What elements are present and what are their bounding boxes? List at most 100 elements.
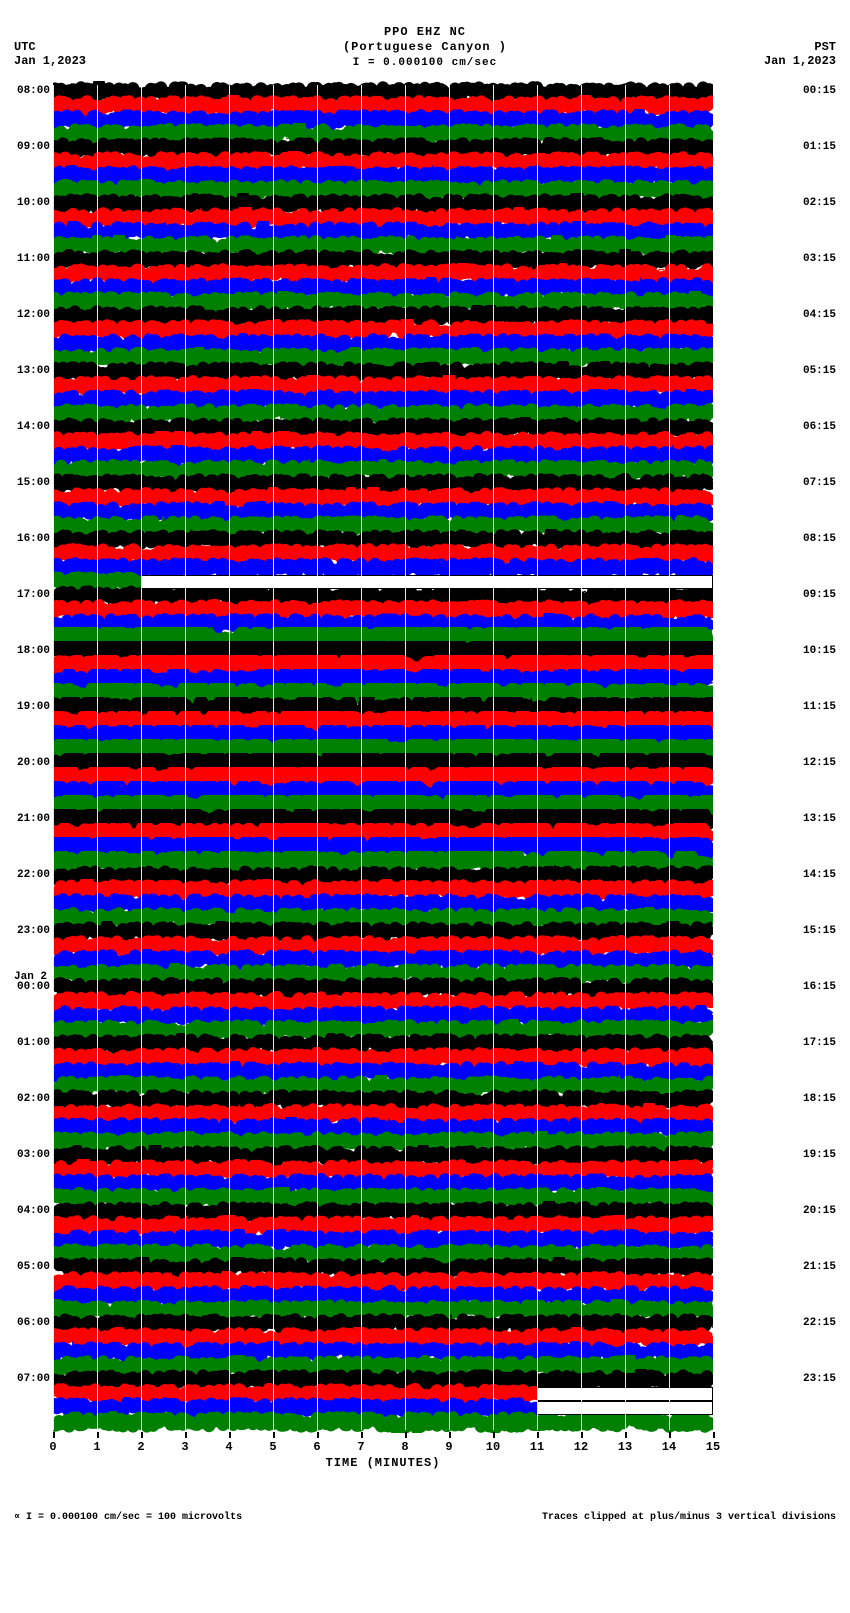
title-block: PPO EHZ NC (Portuguese Canyon ) I = 0.00… [0, 0, 850, 69]
utc-time-label: 22:00 [14, 870, 50, 881]
pst-time-label: 16:15 [803, 982, 836, 993]
x-tick-label: 10 [486, 1440, 500, 1454]
x-tick-label: 13 [618, 1440, 632, 1454]
tz-right-block: PST Jan 1,2023 [764, 40, 836, 68]
pst-time-label: 06:15 [803, 422, 836, 433]
trace-row [53, 1415, 713, 1429]
pst-time-label: 02:15 [803, 198, 836, 209]
x-tick-label: 5 [269, 1440, 276, 1454]
pst-time-label: 00:15 [803, 86, 836, 97]
x-axis: TIME (MINUTES) 0123456789101112131415 [53, 1432, 713, 1472]
tz-right-label: PST [764, 40, 836, 54]
grid-line [361, 85, 362, 1430]
pst-time-label: 20:15 [803, 1206, 836, 1217]
x-tick [53, 1432, 55, 1438]
grid-line [537, 85, 538, 1430]
x-tick-label: 14 [662, 1440, 676, 1454]
pst-time-label: 18:15 [803, 1094, 836, 1105]
grid-line [229, 85, 230, 1430]
seismogram-plot [53, 85, 713, 1430]
pst-time-label: 23:15 [803, 1374, 836, 1385]
grid-line [317, 85, 318, 1430]
utc-time-label: 13:00 [14, 366, 50, 377]
pst-time-label: 21:15 [803, 1262, 836, 1273]
pst-time-label: 12:15 [803, 758, 836, 769]
x-tick [493, 1432, 495, 1438]
utc-time-label: 00:00 [14, 982, 50, 993]
x-tick [405, 1432, 407, 1438]
x-tick [141, 1432, 143, 1438]
x-tick [449, 1432, 451, 1438]
utc-time-label: 21:00 [14, 814, 50, 825]
utc-time-label: 19:00 [14, 702, 50, 713]
grid-line [625, 85, 626, 1430]
data-gap [141, 575, 713, 589]
tz-left-block: UTC Jan 1,2023 [14, 40, 86, 68]
pst-time-label: 07:15 [803, 478, 836, 489]
utc-time-label: 05:00 [14, 1262, 50, 1273]
footer-right: Traces clipped at plus/minus 3 vertical … [542, 1512, 836, 1523]
x-tick-label: 11 [530, 1440, 544, 1454]
pst-time-label: 04:15 [803, 310, 836, 321]
utc-time-label: 14:00 [14, 422, 50, 433]
x-tick-label: 9 [445, 1440, 452, 1454]
x-tick [185, 1432, 187, 1438]
grid-line [185, 85, 186, 1430]
station-subtitle: (Portuguese Canyon ) [0, 40, 850, 55]
station-title: PPO EHZ NC [0, 25, 850, 40]
x-tick-label: 1 [93, 1440, 100, 1454]
pst-time-label: 19:15 [803, 1150, 836, 1161]
utc-time-label: 23:00 [14, 926, 50, 937]
utc-time-label: 01:00 [14, 1038, 50, 1049]
pst-time-label: 08:15 [803, 534, 836, 545]
x-tick [317, 1432, 319, 1438]
pst-time-label: 15:15 [803, 926, 836, 937]
x-tick-label: 3 [181, 1440, 188, 1454]
x-tick [97, 1432, 99, 1438]
grid-line [493, 85, 494, 1430]
utc-time-label: 10:00 [14, 198, 50, 209]
x-tick-label: 12 [574, 1440, 588, 1454]
footer-left: ∝ I = 0.000100 cm/sec = 100 microvolts [14, 1511, 242, 1523]
utc-time-label: 02:00 [14, 1094, 50, 1105]
utc-time-label: 09:00 [14, 142, 50, 153]
pst-time-label: 09:15 [803, 590, 836, 601]
scale-bar-icon: I [353, 57, 368, 69]
utc-time-label: 18:00 [14, 646, 50, 657]
tz-left-label: UTC [14, 40, 86, 54]
utc-time-label: 07:00 [14, 1374, 50, 1385]
grid-line [97, 85, 98, 1430]
pst-time-label: 13:15 [803, 814, 836, 825]
grid-line [669, 85, 670, 1430]
x-tick [713, 1432, 715, 1438]
tz-left-date: Jan 1,2023 [14, 54, 86, 68]
x-tick-label: 7 [357, 1440, 364, 1454]
x-tick-label: 2 [137, 1440, 144, 1454]
utc-time-label: 16:00 [14, 534, 50, 545]
x-tick-label: 8 [401, 1440, 408, 1454]
pst-time-label: 17:15 [803, 1038, 836, 1049]
utc-time-label: 20:00 [14, 758, 50, 769]
utc-time-label: 12:00 [14, 310, 50, 321]
pst-time-label: 03:15 [803, 254, 836, 265]
x-tick [669, 1432, 671, 1438]
utc-time-label: 08:00 [14, 86, 50, 97]
grid-line [713, 85, 714, 1430]
grid-line [405, 85, 406, 1430]
utc-time-label: 11:00 [14, 254, 50, 265]
tz-right-date: Jan 1,2023 [764, 54, 836, 68]
scale-indicator: I = 0.000100 cm/sec [0, 57, 850, 69]
x-tick-label: 6 [313, 1440, 320, 1454]
x-tick-label: 0 [49, 1440, 56, 1454]
scale-bar-icon: ∝ I [14, 1512, 38, 1523]
x-tick [229, 1432, 231, 1438]
utc-time-label: 17:00 [14, 590, 50, 601]
x-tick [625, 1432, 627, 1438]
x-tick [273, 1432, 275, 1438]
pst-time-label: 01:15 [803, 142, 836, 153]
utc-time-label: 15:00 [14, 478, 50, 489]
helicorder-container: PPO EHZ NC (Portuguese Canyon ) I = 0.00… [0, 0, 850, 1613]
pst-time-label: 22:15 [803, 1318, 836, 1329]
date-change-label: Jan 2 [14, 971, 47, 983]
pst-time-label: 11:15 [803, 702, 836, 713]
